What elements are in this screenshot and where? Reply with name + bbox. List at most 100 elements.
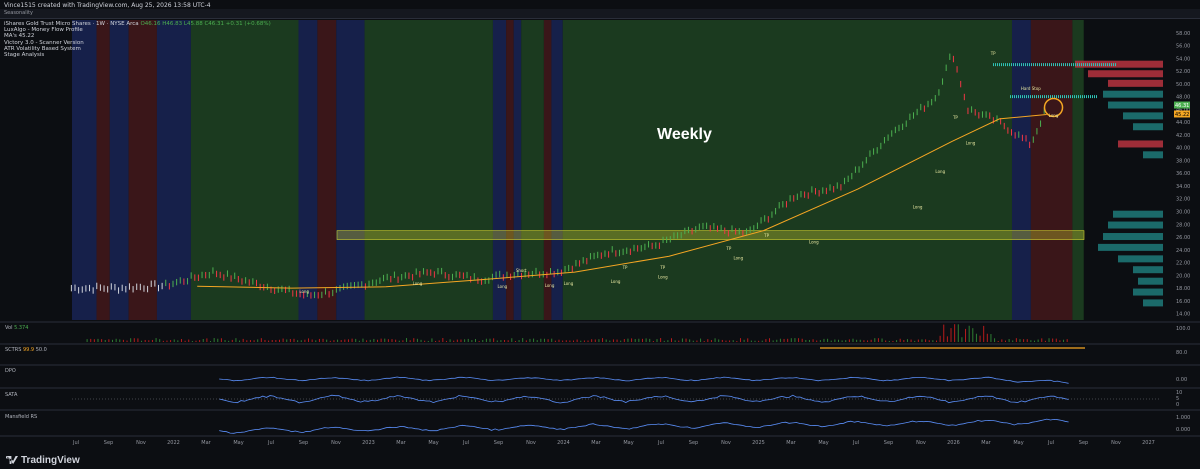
regime-band [562, 20, 1012, 320]
profile-bar [1143, 299, 1163, 307]
regime-band [513, 20, 522, 320]
time-tick: May [233, 440, 243, 446]
time-tick: 2026 [947, 440, 960, 446]
time-tick: Sep [689, 440, 698, 446]
indicator-row[interactable]: Stage Analysis [4, 52, 45, 59]
regime-band [506, 20, 514, 320]
time-tick: Sep [104, 440, 113, 446]
time-tick: Nov [721, 440, 731, 446]
chart-legend: iShares Gold Trust Micro Shares · 1W · N… [4, 21, 271, 58]
regime-band [1011, 20, 1031, 320]
legend-ohlc: O46.16 H46.83 L45.88 C46.31 +0.31 (+0.68… [140, 21, 271, 27]
seasonality-strip[interactable]: Seasonality [0, 9, 1200, 19]
price-tick: 26.00 [1176, 235, 1190, 241]
price-tags: 46.31 45.22 [1174, 101, 1190, 118]
signal-label: Long [966, 140, 976, 145]
legend-symbol-row[interactable]: iShares Gold Trust Micro Shares · 1W · N… [4, 21, 271, 27]
profile-bar [1133, 288, 1163, 296]
signal-label: Long [733, 255, 743, 260]
money-flow-profile [1075, 60, 1163, 307]
signal-label: Long [413, 281, 423, 286]
dpo-pane-label: DPO [5, 368, 16, 374]
tradingview-logo-icon [6, 456, 18, 464]
price-tick: 14.00 [1176, 312, 1190, 318]
price-tick: 50.00 [1176, 82, 1190, 88]
volume-bars [86, 324, 1068, 342]
signal-label: Long [498, 284, 508, 289]
time-tick: May [818, 440, 828, 446]
indicator-row[interactable]: ATR Volatility Based System [4, 45, 81, 52]
price-tick: 56.00 [1176, 44, 1190, 50]
regime-band [551, 20, 563, 320]
time-tick: 2023 [362, 440, 375, 446]
price-tick: 30.00 [1176, 209, 1190, 215]
time-tick: 2025 [752, 440, 765, 446]
signal-label: Long [545, 283, 555, 288]
time-tick: Sep [299, 440, 308, 446]
tradingview-logo[interactable]: TradingView [6, 455, 80, 466]
profile-bar [1123, 112, 1163, 120]
time-tick: Nov [1111, 440, 1121, 446]
time-tick: 2022 [167, 440, 180, 446]
price-tick: 24.00 [1176, 248, 1190, 254]
moving-average-line [197, 114, 1047, 289]
sata-line [219, 394, 1069, 404]
signal-label: Long [935, 169, 945, 174]
footer-bar [0, 451, 1200, 469]
regime-band [128, 20, 157, 320]
time-tick: Jul [267, 440, 274, 446]
mansfield-axis-tick: 1.000 [1176, 415, 1190, 421]
time-tick: May [1013, 440, 1023, 446]
price-tick: 52.00 [1176, 69, 1190, 75]
time-axis: Jul Sep Nov 2022 Mar May Jul Sep Nov 2023 Mar May Ju… [72, 440, 1155, 446]
time-tick: May [428, 440, 438, 446]
signal-label: Long [564, 281, 574, 286]
profile-bar [1098, 243, 1163, 251]
indicator-row[interactable]: LuxAlgo - Money Flow Profile [4, 27, 83, 34]
profile-bar [1133, 266, 1163, 274]
profile-bar [1118, 255, 1163, 263]
mansfield-pane-label: Mansfield RS [5, 414, 38, 420]
regime-band [298, 20, 318, 320]
price-tick: 34.00 [1176, 184, 1190, 190]
indicator-row[interactable]: Victory 3.0 - Scanner Version [4, 39, 84, 46]
signal-label: TP [725, 246, 731, 251]
time-tick: Mar [591, 440, 601, 446]
price-tick: 36.00 [1176, 171, 1190, 177]
price-tick: 20.00 [1176, 273, 1190, 279]
sata-axis-tick: 5 [1176, 396, 1179, 402]
sata-pane-label: SATA [5, 392, 18, 398]
profile-bar [1108, 79, 1163, 87]
profile-bar [1108, 101, 1163, 109]
signal-label: TP [659, 265, 665, 270]
time-tick: Mar [396, 440, 406, 446]
current-price-value: 46.31 [1175, 103, 1189, 109]
price-tick: 58.00 [1176, 31, 1190, 37]
signal-label: TP [990, 51, 996, 56]
highlight-circle [1043, 97, 1064, 118]
weekly-annotation: Weekly [657, 126, 712, 143]
time-tick: Mar [201, 440, 211, 446]
time-tick: Mar [786, 440, 796, 446]
time-tick: Jul [657, 440, 664, 446]
dpo-axis-tick: 0.00 [1176, 377, 1187, 383]
current-price-tag [1174, 101, 1190, 109]
time-tick: Jul [72, 440, 79, 446]
profile-bar [1103, 90, 1163, 98]
time-tick: May [623, 440, 633, 446]
time-tick: Sep [884, 440, 893, 446]
price-tick: 46.00 [1176, 107, 1190, 113]
price-tick: 54.00 [1176, 56, 1190, 62]
profile-bar [1113, 210, 1163, 218]
regime-band [1072, 20, 1084, 320]
profile-bar [1138, 277, 1163, 285]
profile-bar [1103, 233, 1163, 241]
price-tick: 28.00 [1176, 222, 1190, 228]
signal-label: Hard Stop [1021, 86, 1041, 91]
indicator-row[interactable]: MA's 45.22 [4, 33, 35, 40]
price-tick: 48.00 [1176, 95, 1190, 101]
regime-band [109, 20, 129, 320]
signal-label: Short [516, 268, 527, 273]
sctr-pane-label: SCTRS 99.9 50.0 [5, 347, 47, 353]
